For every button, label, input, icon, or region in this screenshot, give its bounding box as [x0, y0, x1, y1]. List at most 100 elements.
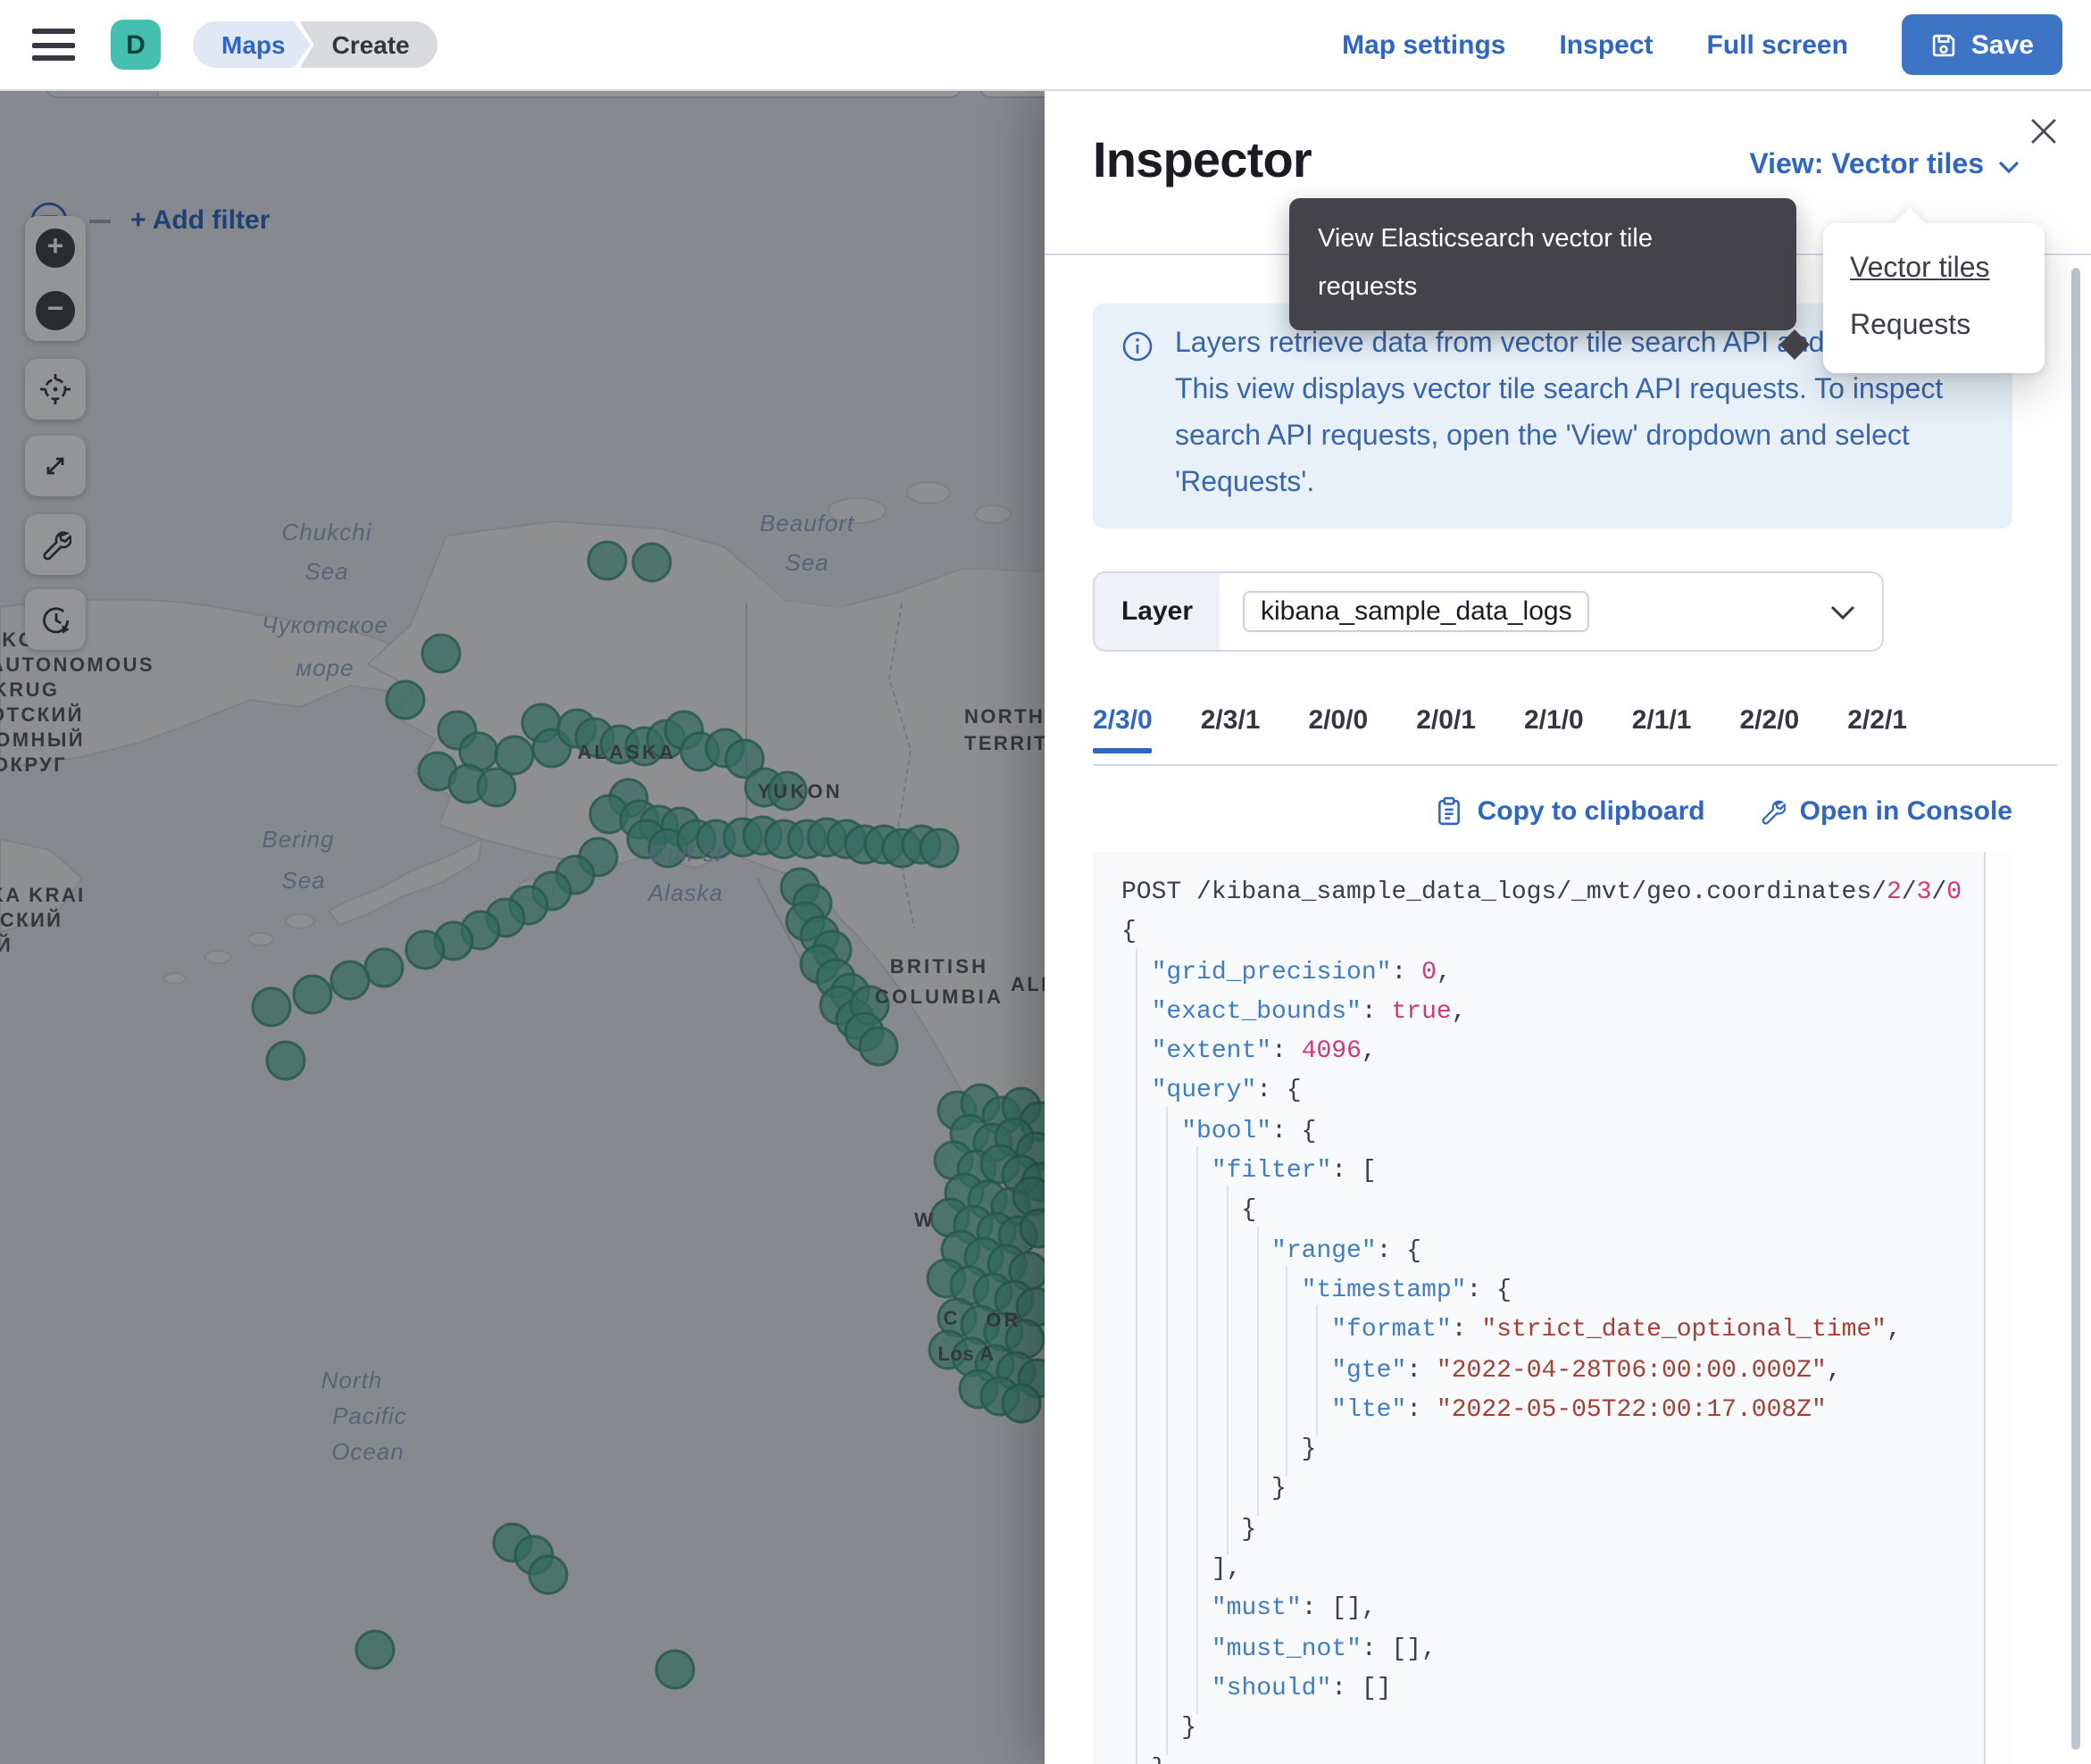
code-line: "gte": "2022-04-28T06:00:00.000Z",: [1331, 1356, 1842, 1385]
save-icon: [1930, 31, 1957, 58]
data-point[interactable]: [476, 767, 517, 808]
timeslider-button[interactable]: [25, 589, 86, 650]
flyout-scrollbar[interactable]: [2071, 268, 2080, 1750]
tile-tab-2-0-1[interactable]: 2/0/1: [1416, 705, 1476, 736]
tile-tab-2-0-0[interactable]: 2/0/0: [1308, 705, 1369, 736]
data-point[interactable]: [265, 1040, 306, 1081]
tile-tab-2-2-0[interactable]: 2/2/0: [1739, 705, 1800, 736]
chevron-down-icon: [1998, 160, 2020, 172]
data-point[interactable]: [654, 1649, 696, 1690]
code-line: {: [1121, 1196, 1257, 1226]
layer-label: Layer: [1095, 573, 1220, 650]
code-line: "filter": [: [1211, 1157, 1377, 1186]
layer-select-value[interactable]: kibana_sample_data_logs: [1243, 591, 1590, 632]
clipboard-icon: [1437, 796, 1463, 827]
data-point[interactable]: [1001, 1383, 1042, 1424]
indent-guide: [1316, 1305, 1319, 1436]
code-line: "range": {: [1271, 1236, 1422, 1266]
indent-guide: [1196, 1146, 1198, 1715]
view-option-requests[interactable]: Requests: [1850, 311, 1971, 341]
code-line: }: [1121, 1475, 1287, 1504]
code-line: "format": "strict_date_optional_time",: [1331, 1316, 1902, 1345]
wrench-icon: [39, 528, 71, 561]
breadcrumb-maps[interactable]: Maps: [193, 21, 311, 68]
data-point[interactable]: [251, 986, 292, 1028]
data-point[interactable]: [724, 738, 765, 779]
tile-tab-2-1-1[interactable]: 2/1/1: [1631, 705, 1692, 736]
tools-button[interactable]: [25, 514, 86, 575]
data-point[interactable]: [385, 679, 426, 720]
open-in-console-button[interactable]: Open in Console: [1759, 796, 2012, 827]
fit-to-data-button[interactable]: [25, 436, 86, 496]
view-dropdown-tooltip: View Elasticsearch vector tile requests: [1289, 198, 1810, 360]
data-point[interactable]: [404, 929, 446, 970]
chevron-down-icon[interactable]: [1830, 604, 1855, 619]
callout-line: search API requests, open the 'View' dro…: [1175, 421, 1910, 452]
code-line: "bool": {: [1181, 1117, 1317, 1146]
callout-line: This view displays vector tile search AP…: [1175, 375, 1944, 405]
view-dropdown-button[interactable]: View: Vector tiles: [1749, 150, 2020, 182]
view-dropdown-popover: Vector tiles Requests: [1823, 207, 2045, 373]
indent-guide: [1256, 1226, 1259, 1516]
save-button[interactable]: Save: [1901, 14, 2062, 75]
code-line: "must_not": [],: [1211, 1635, 1437, 1664]
indent-guide: [1166, 1106, 1169, 1755]
crosshair-icon: [37, 371, 73, 407]
code-scrollbar-track[interactable]: [1984, 852, 2012, 1764]
top-header: D Maps Create Map settings Inspect Full …: [0, 0, 2091, 91]
data-point[interactable]: [767, 770, 808, 811]
code-line: "exact_bounds": true,: [1151, 997, 1467, 1027]
indent-guide: [1136, 947, 1138, 1764]
close-flyout-button[interactable]: [2020, 107, 2066, 154]
data-point[interactable]: [528, 1554, 569, 1595]
inspect-link[interactable]: Inspect: [1559, 29, 1654, 60]
data-point[interactable]: [858, 1026, 899, 1067]
data-point[interactable]: [631, 542, 672, 583]
code-line: }: [1121, 1714, 1197, 1743]
inspector-flyout: Inspector View: Vector tiles Layers retr…: [1045, 89, 2091, 1764]
code-line: POST /kibana_sample_data_logs/_mvt/geo.c…: [1121, 878, 1962, 907]
view-option-vector-tiles[interactable]: Vector tiles: [1850, 254, 1990, 284]
data-point[interactable]: [919, 828, 960, 869]
zoom-out-button[interactable]: −: [25, 279, 86, 340]
tile-tabs: 2/3/0 2/3/1 2/0/0 2/0/1 2/1/0 2/1/1 2/2/0 2/2/1: [1093, 705, 1907, 753]
popover-arrow: [1893, 207, 1927, 241]
full-screen-link[interactable]: Full screen: [1706, 29, 1848, 60]
data-point-layer: [251, 540, 1062, 1690]
zoom-controls: + −: [25, 216, 86, 341]
expand-icon: [39, 450, 71, 482]
space-avatar[interactable]: D: [111, 20, 161, 70]
tile-tab-2-2-1[interactable]: 2/2/1: [1847, 705, 1907, 736]
request-code-block[interactable]: POST /kibana_sample_data_logs/_mvt/geo.c…: [1093, 852, 2012, 1764]
code-line: "lte": "2022-05-05T22:00:17.008Z": [1331, 1395, 1827, 1425]
indent-guide: [1286, 1266, 1288, 1476]
breadcrumb-create: Create: [299, 21, 438, 68]
info-icon: [1121, 330, 1154, 507]
data-point[interactable]: [354, 1629, 396, 1670]
data-point[interactable]: [587, 540, 628, 581]
code-line: "grid_precision": 0,: [1151, 958, 1452, 987]
code-line: "query": {: [1151, 1077, 1302, 1106]
map-settings-link[interactable]: Map settings: [1342, 29, 1506, 60]
tile-tab-2-1-0[interactable]: 2/1/0: [1524, 705, 1584, 736]
filter-divider: [89, 219, 111, 222]
breadcrumb: Maps Create: [193, 21, 438, 68]
code-line: }: [1121, 1515, 1257, 1544]
code-line: "extent": 4096,: [1151, 1037, 1377, 1067]
tile-tab-2-3-0[interactable]: 2/3/0: [1093, 705, 1154, 753]
wrench-icon: [1759, 798, 1786, 825]
code-line: }: [1121, 1749, 1986, 1764]
layer-select-group: Layer kibana_sample_data_logs: [1093, 571, 1884, 652]
set-view-button[interactable]: [25, 359, 86, 420]
tile-tab-2-3-1[interactable]: 2/3/1: [1200, 705, 1261, 736]
data-point[interactable]: [421, 633, 462, 674]
code-line: }: [1121, 1435, 1317, 1465]
menu-icon[interactable]: [32, 29, 75, 61]
data-point[interactable]: [329, 960, 371, 1001]
add-filter-button[interactable]: + Add filter: [130, 205, 271, 236]
data-point[interactable]: [292, 974, 333, 1015]
copy-to-clipboard-button[interactable]: Copy to clipboard: [1437, 796, 1705, 827]
inspector-title: Inspector: [1093, 132, 1312, 187]
zoom-in-button[interactable]: +: [25, 217, 86, 278]
